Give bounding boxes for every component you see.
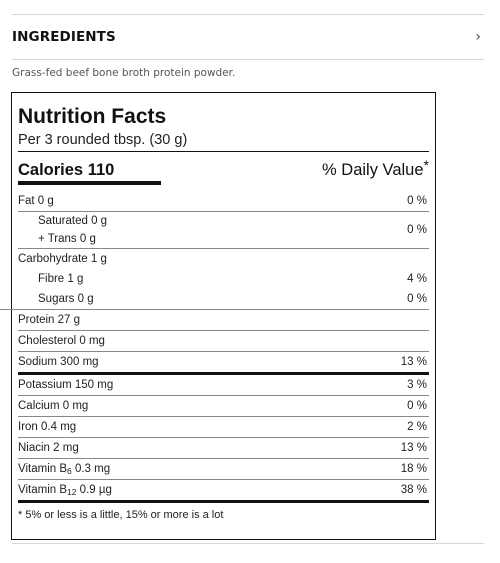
vitamin-b12-prefix: Vitamin B [18,484,68,496]
section-title: INGREDIENTS [12,29,116,45]
vitamin-b12-amount: 0.9 µg [76,484,112,496]
cholesterol-row: Cholesterol 0 mg [18,331,429,352]
protein-row: Protein 27 g [18,310,429,331]
calories-value: 110 [87,161,115,179]
nutrient-pct: 13 % [400,442,427,454]
niacin-row: Niacin 2 mg 13 % [18,438,429,459]
nutrient-name: Sugars 0 g [38,293,94,305]
nutrient-pct: 4 % [407,273,427,285]
vitamin-b6-prefix: Vitamin B [18,463,68,475]
saturated-fat: Saturated 0 g [38,215,108,227]
nutrient-pct: 13 % [400,356,427,368]
nutrient-name: Fibre 1 g [38,273,84,285]
daily-value-label: % Daily Value [322,161,424,179]
top-divider [12,14,484,15]
nutrient-pct: 3 % [407,379,427,391]
serving-size: Per 3 rounded tbsp. (30 g) [18,131,429,152]
nutrient-name: Sodium 300 mg [18,356,99,368]
nutrient-name: Protein 27 g [18,314,81,326]
calories-label: Calories [18,161,84,179]
nutrient-pct: 2 % [407,421,427,433]
carbohydrate-row: Carbohydrate 1 g [18,249,429,269]
daily-value-header: % Daily Value* [322,157,429,181]
nutrient-name: Calcium 0 mg [18,400,89,412]
nutrient-name: Potassium 150 mg [18,379,114,391]
saturated-trans-group: Saturated 0 g + Trans 0 g 0 % [18,212,429,249]
vitamin-b6-subscript: 6 [67,466,72,476]
chevron-right-icon[interactable]: › [475,29,481,45]
nutrient-name: Fat 0 g [18,195,54,207]
nutrient-name: Carbohydrate 1 g [18,253,107,265]
sodium-row: Sodium 300 mg 13 % [18,352,429,372]
calories: Calories 110 [18,159,114,181]
nutrient-pct: 0 % [407,400,427,412]
vitamin-b6-row: Vitamin B6 0.3 mg 18 % [18,459,429,480]
nutrient-pct: 0 % [407,195,427,207]
saturated-trans-pct: 0 % [407,224,427,236]
calories-underline [18,181,161,185]
nutrient-pct: 0 % [407,293,427,305]
nutrient-name: Vitamin B6 0.3 mg [18,463,110,475]
trans-fat: + Trans 0 g [38,233,96,245]
fat-row: Fat 0 g 0 % [18,191,429,212]
nutrient-pct: 38 % [400,484,427,496]
potassium-row: Potassium 150 mg 3 % [18,375,429,396]
product-description: Grass-fed beef bone broth protein powder… [12,67,236,79]
vitamin-b6-amount: 0.3 mg [71,463,111,475]
nutrient-name: Iron 0.4 mg [18,421,77,433]
iron-row: Iron 0.4 mg 2 % [18,417,429,438]
daily-value-mark: * [423,157,429,173]
sugars-row: Sugars 0 g 0 % [0,289,429,310]
thick-divider [18,500,429,503]
calcium-row: Calcium 0 mg 0 % [18,396,429,417]
nutrient-name: Niacin 2 mg [18,442,79,454]
nutrient-name: Cholesterol 0 mg [18,335,105,347]
footnote: * 5% or less is a little, 15% or more is… [18,509,224,521]
ingredients-section-header[interactable]: INGREDIENTS › [12,15,484,60]
thick-divider [18,372,429,375]
bottom-divider [12,543,484,544]
nutrition-facts-label: Nutrition Facts Per 3 rounded tbsp. (30 … [0,92,436,540]
nutrient-name: Vitamin B12 0.9 µg [18,484,112,496]
nutrient-pct: 18 % [400,463,427,475]
fibre-row: Fibre 1 g 4 % [18,269,429,289]
vitamin-b12-subscript: 12 [67,487,77,497]
vitamin-b12-row: Vitamin B12 0.9 µg 38 % [18,480,429,500]
nutrition-facts-title: Nutrition Facts [18,105,167,128]
calories-row: Calories 110 % Daily Value* [18,152,429,181]
